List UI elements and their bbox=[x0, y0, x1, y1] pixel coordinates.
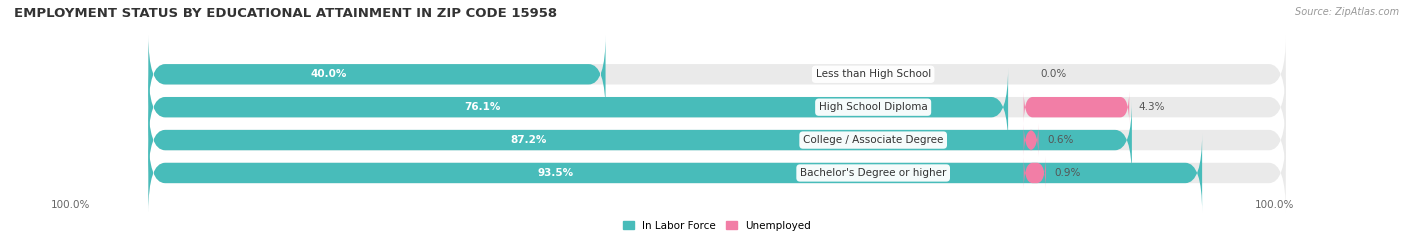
Text: 76.1%: 76.1% bbox=[464, 102, 501, 112]
FancyBboxPatch shape bbox=[149, 101, 1285, 179]
Text: EMPLOYMENT STATUS BY EDUCATIONAL ATTAINMENT IN ZIP CODE 15958: EMPLOYMENT STATUS BY EDUCATIONAL ATTAINM… bbox=[14, 7, 557, 20]
Text: 0.6%: 0.6% bbox=[1047, 135, 1074, 145]
Text: High School Diploma: High School Diploma bbox=[818, 102, 928, 112]
Text: 40.0%: 40.0% bbox=[311, 69, 347, 79]
Text: 0.0%: 0.0% bbox=[1040, 69, 1067, 79]
FancyBboxPatch shape bbox=[149, 35, 1285, 113]
Text: College / Associate Degree: College / Associate Degree bbox=[803, 135, 943, 145]
Text: 93.5%: 93.5% bbox=[537, 168, 574, 178]
Text: 4.3%: 4.3% bbox=[1137, 102, 1164, 112]
FancyBboxPatch shape bbox=[149, 35, 606, 113]
Text: 87.2%: 87.2% bbox=[510, 135, 547, 145]
FancyBboxPatch shape bbox=[1024, 124, 1039, 156]
Legend: In Labor Force, Unemployed: In Labor Force, Unemployed bbox=[619, 216, 815, 233]
FancyBboxPatch shape bbox=[149, 134, 1202, 212]
FancyBboxPatch shape bbox=[149, 101, 1132, 179]
FancyBboxPatch shape bbox=[1024, 91, 1129, 123]
FancyBboxPatch shape bbox=[1024, 157, 1046, 189]
Text: Less than High School: Less than High School bbox=[815, 69, 931, 79]
Text: Source: ZipAtlas.com: Source: ZipAtlas.com bbox=[1295, 7, 1399, 17]
FancyBboxPatch shape bbox=[149, 68, 1008, 146]
FancyBboxPatch shape bbox=[149, 134, 1285, 212]
Text: Bachelor's Degree or higher: Bachelor's Degree or higher bbox=[800, 168, 946, 178]
FancyBboxPatch shape bbox=[149, 68, 1285, 146]
Text: 0.9%: 0.9% bbox=[1054, 168, 1081, 178]
